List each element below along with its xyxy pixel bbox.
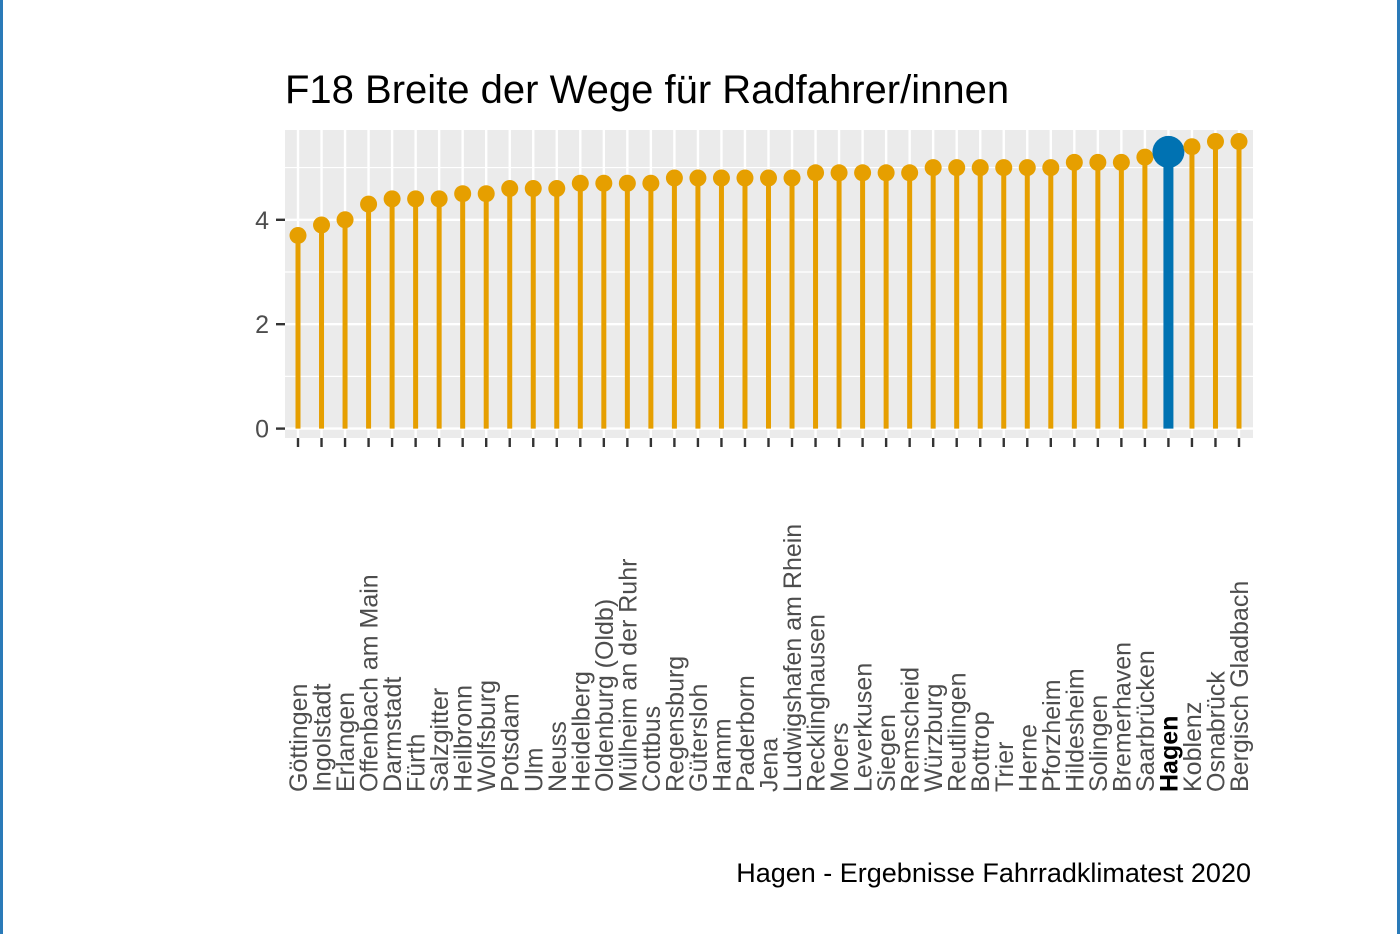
y-tick-label: 0 bbox=[255, 416, 269, 444]
x-tick-label: Neuss bbox=[544, 721, 572, 792]
data-point bbox=[407, 190, 425, 208]
x-tick-label: Recklinghausen bbox=[803, 614, 831, 792]
x-tick-label: Trier bbox=[991, 742, 1019, 792]
x-tick-label: Paderborn bbox=[732, 675, 760, 792]
data-point bbox=[313, 216, 331, 234]
x-tick-label: Leverkusen bbox=[850, 663, 878, 792]
x-tick-label: Jena bbox=[756, 738, 784, 792]
x-tick-label: Ulm bbox=[520, 748, 548, 792]
data-point bbox=[995, 159, 1013, 177]
data-point bbox=[854, 164, 872, 182]
chart-title: F18 Breite der Wege für Radfahrer/innen bbox=[285, 68, 1009, 112]
x-tick-label: Erlangen bbox=[332, 692, 360, 792]
data-point bbox=[830, 164, 848, 182]
data-point bbox=[901, 164, 919, 182]
x-tick-label: Wolfsburg bbox=[473, 680, 501, 792]
x-tick-label: Osnabrück bbox=[1202, 671, 1230, 792]
x-tick-label: Bergisch Gladbach bbox=[1226, 581, 1254, 792]
data-point bbox=[924, 159, 942, 177]
x-tick-label: Würzburg bbox=[920, 684, 948, 792]
data-point bbox=[454, 185, 472, 203]
data-point bbox=[877, 164, 895, 182]
data-point bbox=[360, 195, 378, 213]
x-tick-label: Göttingen bbox=[285, 684, 313, 792]
data-point bbox=[783, 169, 801, 187]
x-tick-label: Siegen bbox=[873, 714, 901, 792]
data-point bbox=[1230, 132, 1248, 150]
y-tick-label: 2 bbox=[255, 311, 269, 339]
x-tick-label: Pforzheim bbox=[1038, 679, 1066, 792]
data-point bbox=[595, 174, 613, 192]
x-tick-label: Hagen bbox=[1155, 716, 1183, 792]
data-point bbox=[477, 185, 495, 203]
data-point bbox=[1018, 159, 1036, 177]
data-point bbox=[689, 169, 707, 187]
x-tick-label: Moers bbox=[826, 723, 854, 792]
chart-caption: Hagen - Ergebnisse Fahrradklimatest 2020 bbox=[736, 858, 1251, 888]
data-point bbox=[1136, 148, 1154, 166]
data-point bbox=[336, 211, 354, 229]
data-point bbox=[1183, 138, 1201, 156]
y-axis: 0 2 4 bbox=[255, 207, 285, 444]
x-tick-label: Darmstadt bbox=[379, 677, 407, 792]
data-point bbox=[1089, 153, 1107, 171]
x-tick-label: Heilbronn bbox=[450, 685, 478, 792]
x-tick-label: Heidelberg bbox=[567, 671, 595, 792]
x-tick-label: Oldenburg (Oldb) bbox=[591, 599, 619, 792]
data-point bbox=[1065, 153, 1083, 171]
data-point bbox=[524, 179, 542, 197]
x-tick-label: Remscheid bbox=[897, 667, 925, 792]
x-tick-label: Gütersloh bbox=[685, 684, 713, 792]
x-tick-label: Salzgitter bbox=[426, 688, 454, 792]
x-tick-label: Bottrop bbox=[967, 711, 995, 792]
x-tick-label: Mülheim an der Ruhr bbox=[614, 559, 642, 792]
data-point bbox=[760, 169, 777, 187]
data-point bbox=[618, 174, 636, 192]
highlight-point bbox=[1152, 135, 1185, 168]
data-point bbox=[501, 179, 519, 197]
x-tick-label: Cottbus bbox=[638, 706, 666, 792]
x-tick-label: Offenbach am Main bbox=[356, 574, 384, 792]
x-tick-label: Bremerhaven bbox=[1108, 642, 1136, 792]
x-tick-label: Fürth bbox=[403, 734, 431, 792]
data-point bbox=[289, 226, 307, 244]
data-point bbox=[383, 190, 401, 208]
data-point bbox=[1206, 132, 1224, 150]
data-point bbox=[712, 169, 730, 187]
lollipop-chart: F18 Breite der Wege für Radfahrer/innen … bbox=[255, 68, 1254, 888]
data-point bbox=[948, 159, 966, 177]
lollipop-stems bbox=[295, 141, 1242, 429]
lollipop-dots bbox=[289, 132, 1248, 244]
data-point bbox=[971, 159, 989, 177]
x-tick-label: Saarbrücken bbox=[1132, 650, 1160, 792]
x-tick-label: Solingen bbox=[1085, 695, 1113, 792]
data-point bbox=[430, 190, 448, 208]
data-point bbox=[665, 169, 683, 187]
x-tick-label: Ingolstadt bbox=[309, 684, 337, 792]
x-tick-label: Hamm bbox=[708, 718, 736, 792]
data-point bbox=[807, 164, 825, 182]
x-tick-label: Reutlingen bbox=[944, 672, 972, 792]
data-point bbox=[571, 174, 589, 192]
x-tick-label: Hildesheim bbox=[1061, 668, 1089, 792]
data-point bbox=[548, 179, 566, 197]
data-point bbox=[736, 169, 754, 187]
y-tick-label: 4 bbox=[255, 207, 269, 235]
data-point bbox=[1112, 153, 1130, 171]
x-tick-label: Ludwigshafen am Rhein bbox=[779, 524, 807, 792]
data-point bbox=[642, 174, 660, 192]
x-tick-label: Herne bbox=[1014, 724, 1042, 792]
x-tick-label: Regensburg bbox=[661, 656, 689, 792]
data-point bbox=[1042, 159, 1060, 177]
x-tick-label: Potsdam bbox=[497, 693, 525, 792]
x-tick-label: Koblenz bbox=[1179, 702, 1207, 792]
